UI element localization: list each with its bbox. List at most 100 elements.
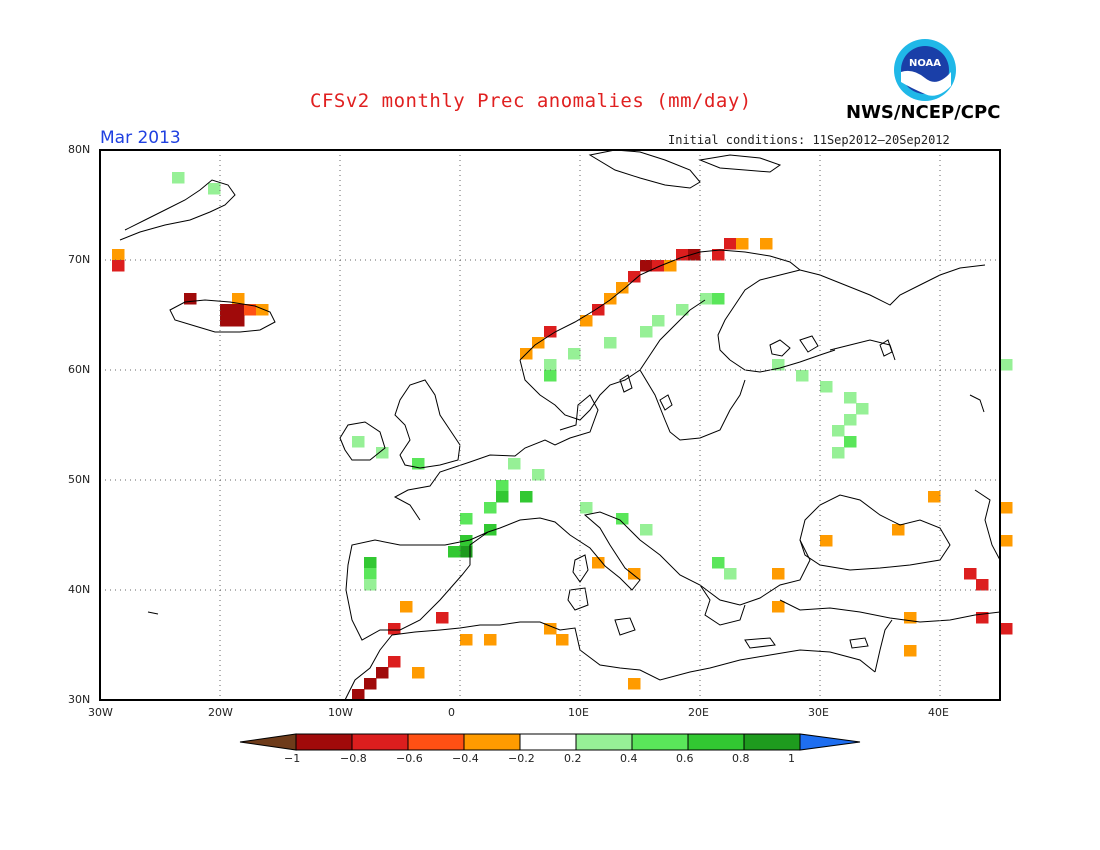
colorbar-label: 0.4 bbox=[620, 752, 638, 765]
anomaly-cell bbox=[724, 238, 737, 250]
anomaly-cell bbox=[112, 249, 125, 261]
anomaly-cell bbox=[928, 491, 941, 503]
anomaly-cell bbox=[640, 326, 653, 338]
anomaly-cell bbox=[1000, 502, 1013, 514]
anomaly-cell bbox=[832, 447, 845, 459]
anomaly-cell bbox=[724, 568, 737, 580]
anomaly-cell bbox=[364, 557, 377, 569]
anomaly-cell bbox=[664, 260, 677, 272]
anomaly-cell bbox=[232, 304, 245, 316]
anomaly-cell bbox=[976, 612, 989, 624]
lon-tick-label: 10W bbox=[328, 706, 353, 719]
anomaly-cell bbox=[1000, 535, 1013, 547]
anomaly-cell bbox=[412, 667, 425, 679]
anomaly-cell bbox=[484, 634, 497, 646]
anomaly-cell bbox=[256, 304, 269, 316]
anomaly-cell bbox=[388, 656, 401, 668]
anomaly-cell bbox=[484, 524, 497, 536]
anomaly-cell bbox=[844, 414, 857, 426]
anomaly-cell bbox=[400, 601, 413, 613]
anomaly-cell bbox=[1000, 623, 1013, 635]
colorbar-label: −0.2 bbox=[508, 752, 535, 765]
lon-tick-label: 20W bbox=[208, 706, 233, 719]
anomaly-cell bbox=[616, 282, 629, 294]
noaa-logo: NOAA bbox=[894, 39, 956, 101]
anomaly-cell bbox=[676, 304, 689, 316]
anomaly-cells bbox=[112, 172, 1013, 701]
anomaly-cell bbox=[352, 436, 365, 448]
anomaly-cell bbox=[712, 249, 725, 261]
lat-tick-label: 70N bbox=[68, 253, 91, 266]
anomaly-cell bbox=[676, 249, 689, 261]
graticule bbox=[100, 150, 1000, 700]
anomaly-cell bbox=[172, 172, 185, 184]
anomaly-cell bbox=[904, 645, 917, 657]
anomaly-cell bbox=[448, 546, 461, 558]
lat-tick-label: 60N bbox=[68, 363, 91, 376]
anomaly-cell bbox=[832, 425, 845, 437]
anomaly-cell bbox=[460, 546, 473, 558]
colorbar-label: 0.6 bbox=[676, 752, 694, 765]
anomaly-cell bbox=[700, 293, 713, 305]
chart-title: CFSv2 monthly Prec anomalies (mm/day) bbox=[310, 90, 752, 112]
forecast-month: Mar 2013 bbox=[100, 128, 181, 148]
anomaly-cell bbox=[964, 568, 977, 580]
anomaly-cell bbox=[544, 359, 557, 371]
anomaly-cell bbox=[496, 480, 509, 492]
colorbar-label: 1 bbox=[788, 752, 795, 765]
anomaly-cell bbox=[232, 315, 245, 327]
anomaly-cell bbox=[112, 260, 125, 272]
anomaly-cell bbox=[628, 568, 641, 580]
anomaly-cell bbox=[892, 524, 905, 536]
coastlines bbox=[119, 149, 1001, 701]
noaa-logo-text: NOAA bbox=[909, 58, 941, 69]
anomaly-cell bbox=[520, 491, 533, 503]
anomaly-cell bbox=[712, 293, 725, 305]
anomaly-cell bbox=[544, 370, 557, 382]
anomaly-cell bbox=[652, 315, 665, 327]
anomaly-cell bbox=[616, 513, 629, 525]
lat-tick-label: 40N bbox=[68, 583, 91, 596]
anomaly-cell bbox=[436, 612, 449, 624]
anomaly-cell bbox=[844, 392, 857, 404]
anomaly-cell bbox=[796, 370, 809, 382]
anomaly-cell bbox=[760, 238, 773, 250]
lon-tick-label: 10E bbox=[568, 706, 589, 719]
lon-tick-label: 30W bbox=[88, 706, 113, 719]
lon-tick-label: 0 bbox=[448, 706, 455, 719]
anomaly-cell bbox=[772, 601, 785, 613]
anomaly-cell bbox=[592, 557, 605, 569]
anomaly-cell bbox=[244, 304, 257, 316]
anomaly-cell bbox=[364, 579, 377, 591]
anomaly-cell bbox=[628, 678, 641, 690]
anomaly-cell bbox=[568, 348, 581, 360]
anomaly-cell bbox=[640, 524, 653, 536]
lat-tick-label: 80N bbox=[68, 143, 91, 156]
anomaly-cell bbox=[820, 535, 833, 547]
anomaly-cell bbox=[712, 557, 725, 569]
lat-tick-label: 30N bbox=[68, 693, 91, 706]
colorbar-label: 0.2 bbox=[564, 752, 582, 765]
anomaly-cell bbox=[772, 568, 785, 580]
anomaly-cell bbox=[388, 623, 401, 635]
anomaly-cell bbox=[580, 315, 593, 327]
anomaly-cell bbox=[856, 403, 869, 415]
anomaly-cell bbox=[820, 381, 833, 393]
anomaly-cell bbox=[604, 293, 617, 305]
anomaly-cell bbox=[376, 667, 389, 679]
anomaly-cell bbox=[640, 260, 653, 272]
colorbar-label: −0.6 bbox=[396, 752, 423, 765]
lon-tick-label: 20E bbox=[688, 706, 709, 719]
colorbar-label: −0.4 bbox=[452, 752, 479, 765]
anomaly-cell bbox=[976, 579, 989, 591]
colorbar-label: −0.8 bbox=[340, 752, 367, 765]
anomaly-cell bbox=[184, 293, 197, 305]
initial-conditions: Initial conditions: 11Sep2012–20Sep2012 bbox=[668, 133, 950, 147]
anomaly-cell bbox=[484, 502, 497, 514]
anomaly-cell bbox=[496, 491, 509, 503]
anomaly-cell bbox=[556, 634, 569, 646]
anomaly-cell bbox=[208, 183, 221, 195]
anomaly-cell bbox=[364, 678, 377, 690]
anomaly-cell bbox=[580, 502, 593, 514]
